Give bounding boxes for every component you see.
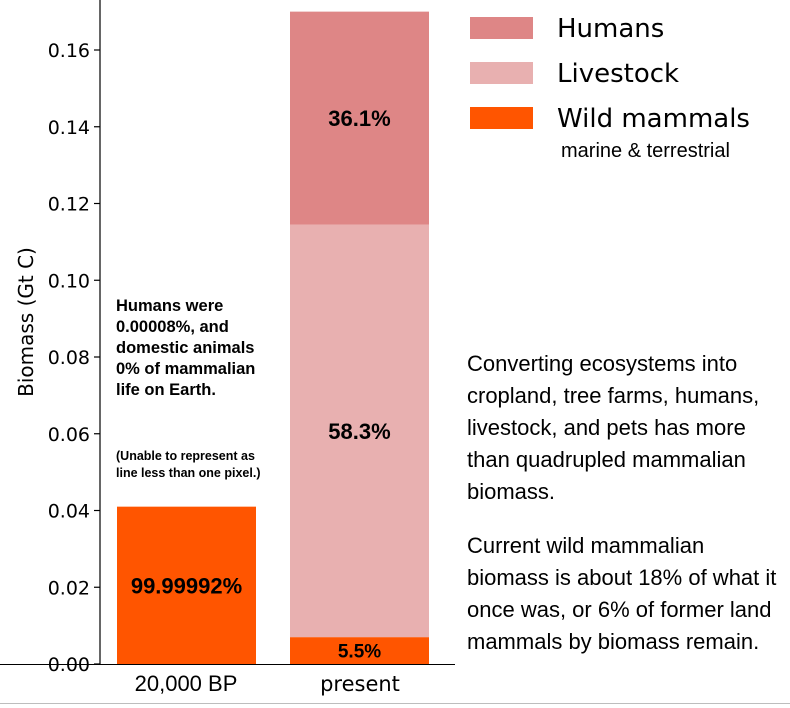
y-tick-label: 0.08 — [48, 347, 90, 369]
legend-label: Wild mammals — [557, 104, 750, 134]
legend-swatch — [470, 107, 533, 129]
y-tick-label: 0.02 — [48, 577, 90, 599]
y-tick-label: 0.06 — [48, 424, 90, 446]
x-category-label: 20,000 BP — [135, 671, 238, 696]
legend-swatch — [470, 17, 533, 39]
y-tick-label: 0.12 — [48, 194, 90, 216]
bar-value-label: 5.5% — [338, 642, 381, 663]
bar-wild-mammals — [117, 506, 256, 664]
bar-wild-mammals — [290, 637, 429, 664]
bar-value-label: 36.1% — [328, 106, 390, 131]
y-tick-label: 0.14 — [48, 117, 90, 139]
x-category-label: present — [320, 672, 400, 696]
y-axis-label: Biomass (Gt C) — [14, 247, 38, 397]
y-tick-label: 0.16 — [48, 40, 90, 62]
explanation-paragraph-2: Current wild mammalian biomass is about … — [467, 533, 777, 654]
bar-value-label: 58.3% — [328, 419, 390, 444]
legend: Humans Livestock Wild mammals marine & terr… — [470, 14, 750, 162]
legend-sublabel: marine & terrestrial — [561, 140, 730, 162]
legend-swatch — [470, 62, 533, 84]
legend-label: Livestock — [557, 59, 679, 89]
bottom-border — [0, 703, 790, 704]
bar-labels: 99.99992% 20,000 BP 5.5% 58.3% 36.1% present — [131, 106, 400, 696]
legend-label: Humans — [557, 14, 664, 44]
y-tick-label: 0.10 — [48, 270, 90, 292]
y-tick-label: 0.04 — [48, 501, 90, 523]
explanation-paragraph-1: Converting ecosystems into cropland, tre… — [467, 351, 760, 504]
bar-livestock — [290, 224, 429, 638]
bar-humans — [290, 11, 429, 225]
bar-value-label: 99.99992% — [131, 573, 242, 598]
y-axis: 0.000.020.040.060.080.100.120.140.16 — [0, 0, 455, 676]
annotation-humans-note: Humans were 0.00008%, and domestic anima… — [116, 297, 256, 399]
annotation-pixel-note: (Unable to represent as line less than o… — [116, 449, 261, 480]
bars — [117, 11, 429, 664]
